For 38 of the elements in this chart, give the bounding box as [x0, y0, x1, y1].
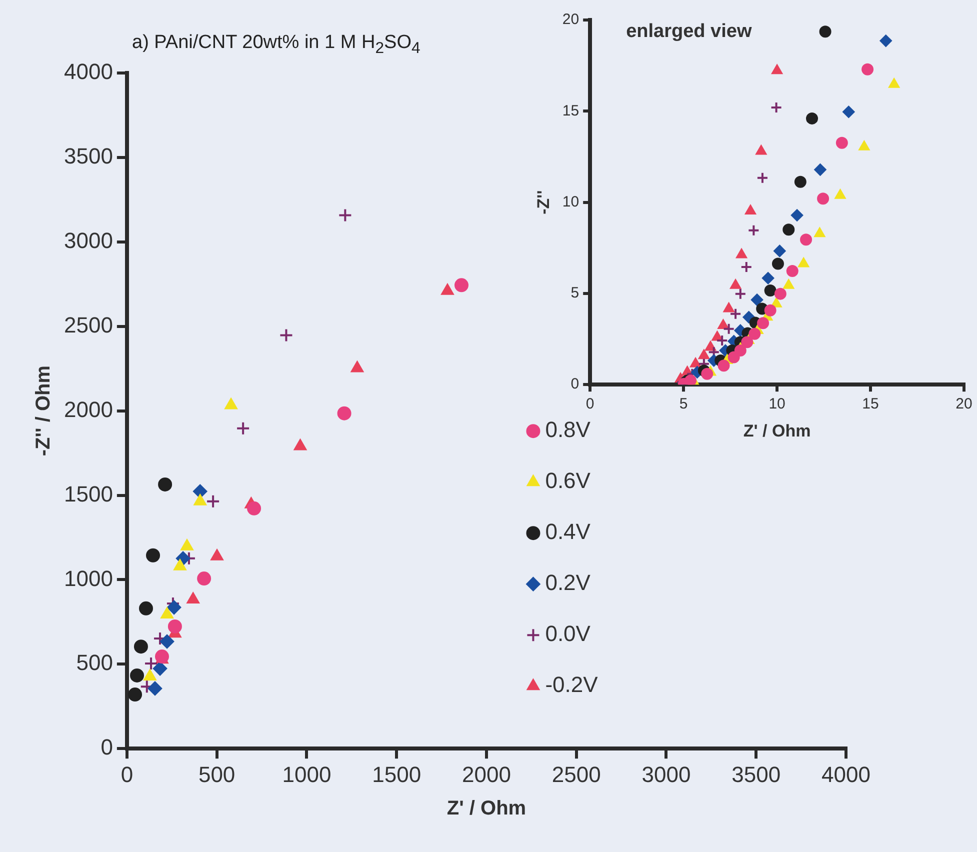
y-axis-title: -Z'' — [534, 190, 553, 214]
x-tick-label: 5 — [679, 396, 688, 413]
chart-title: a) PAni/CNT 20wt% in 1 M H$_{2}$SO$_{4}$ — [132, 32, 420, 58]
legend-label: 0.4V — [545, 519, 591, 544]
x-axis-title: Z' / Ohm — [446, 798, 526, 820]
legend-label: 0.0V — [545, 621, 591, 646]
x-tick-label: 10 — [768, 396, 786, 413]
y-tick-label: 0 — [100, 734, 113, 760]
legend-label: 0.6V — [545, 468, 591, 494]
legend-label: -0.2V — [545, 672, 598, 698]
y-tick-label: 1500 — [64, 481, 113, 506]
x-tick-label: 1000 — [282, 762, 332, 787]
y-tick-label: 2500 — [64, 312, 113, 338]
x-tick-label: 15 — [862, 396, 879, 413]
y-tick-label: 4000 — [64, 59, 113, 84]
x-tick-label: 0 — [120, 762, 134, 787]
y-tick-label: 5 — [570, 284, 580, 302]
x-tick-label: 3000 — [642, 762, 691, 787]
x-axis-title: Z' / Ohm — [743, 421, 811, 440]
y-tick-label: 500 — [76, 650, 113, 676]
y-tick-label: 3000 — [64, 228, 113, 253]
x-tick-label: 0 — [586, 396, 594, 413]
y-tick-label: 0 — [570, 376, 580, 393]
x-tick-label: 500 — [198, 762, 236, 787]
y-tick-label: 20 — [562, 11, 580, 28]
x-tick-label: 3500 — [732, 762, 781, 787]
y-tick-label: 10 — [562, 193, 580, 210]
x-tick-label: 4000 — [822, 762, 870, 787]
legend-label: 0.8V — [545, 417, 591, 442]
legend-label: 0.2V — [545, 570, 591, 596]
x-tick-label: 2000 — [462, 762, 511, 787]
x-tick-label: 1500 — [372, 762, 422, 787]
annotation: enlarged view — [626, 21, 752, 42]
y-axis-title: -Z'' / Ohm — [32, 365, 55, 456]
x-tick-label: 20 — [956, 396, 972, 413]
y-tick-label: 15 — [562, 102, 580, 120]
y-tick-label: 1000 — [64, 566, 113, 591]
y-tick-label: 3500 — [64, 144, 113, 169]
